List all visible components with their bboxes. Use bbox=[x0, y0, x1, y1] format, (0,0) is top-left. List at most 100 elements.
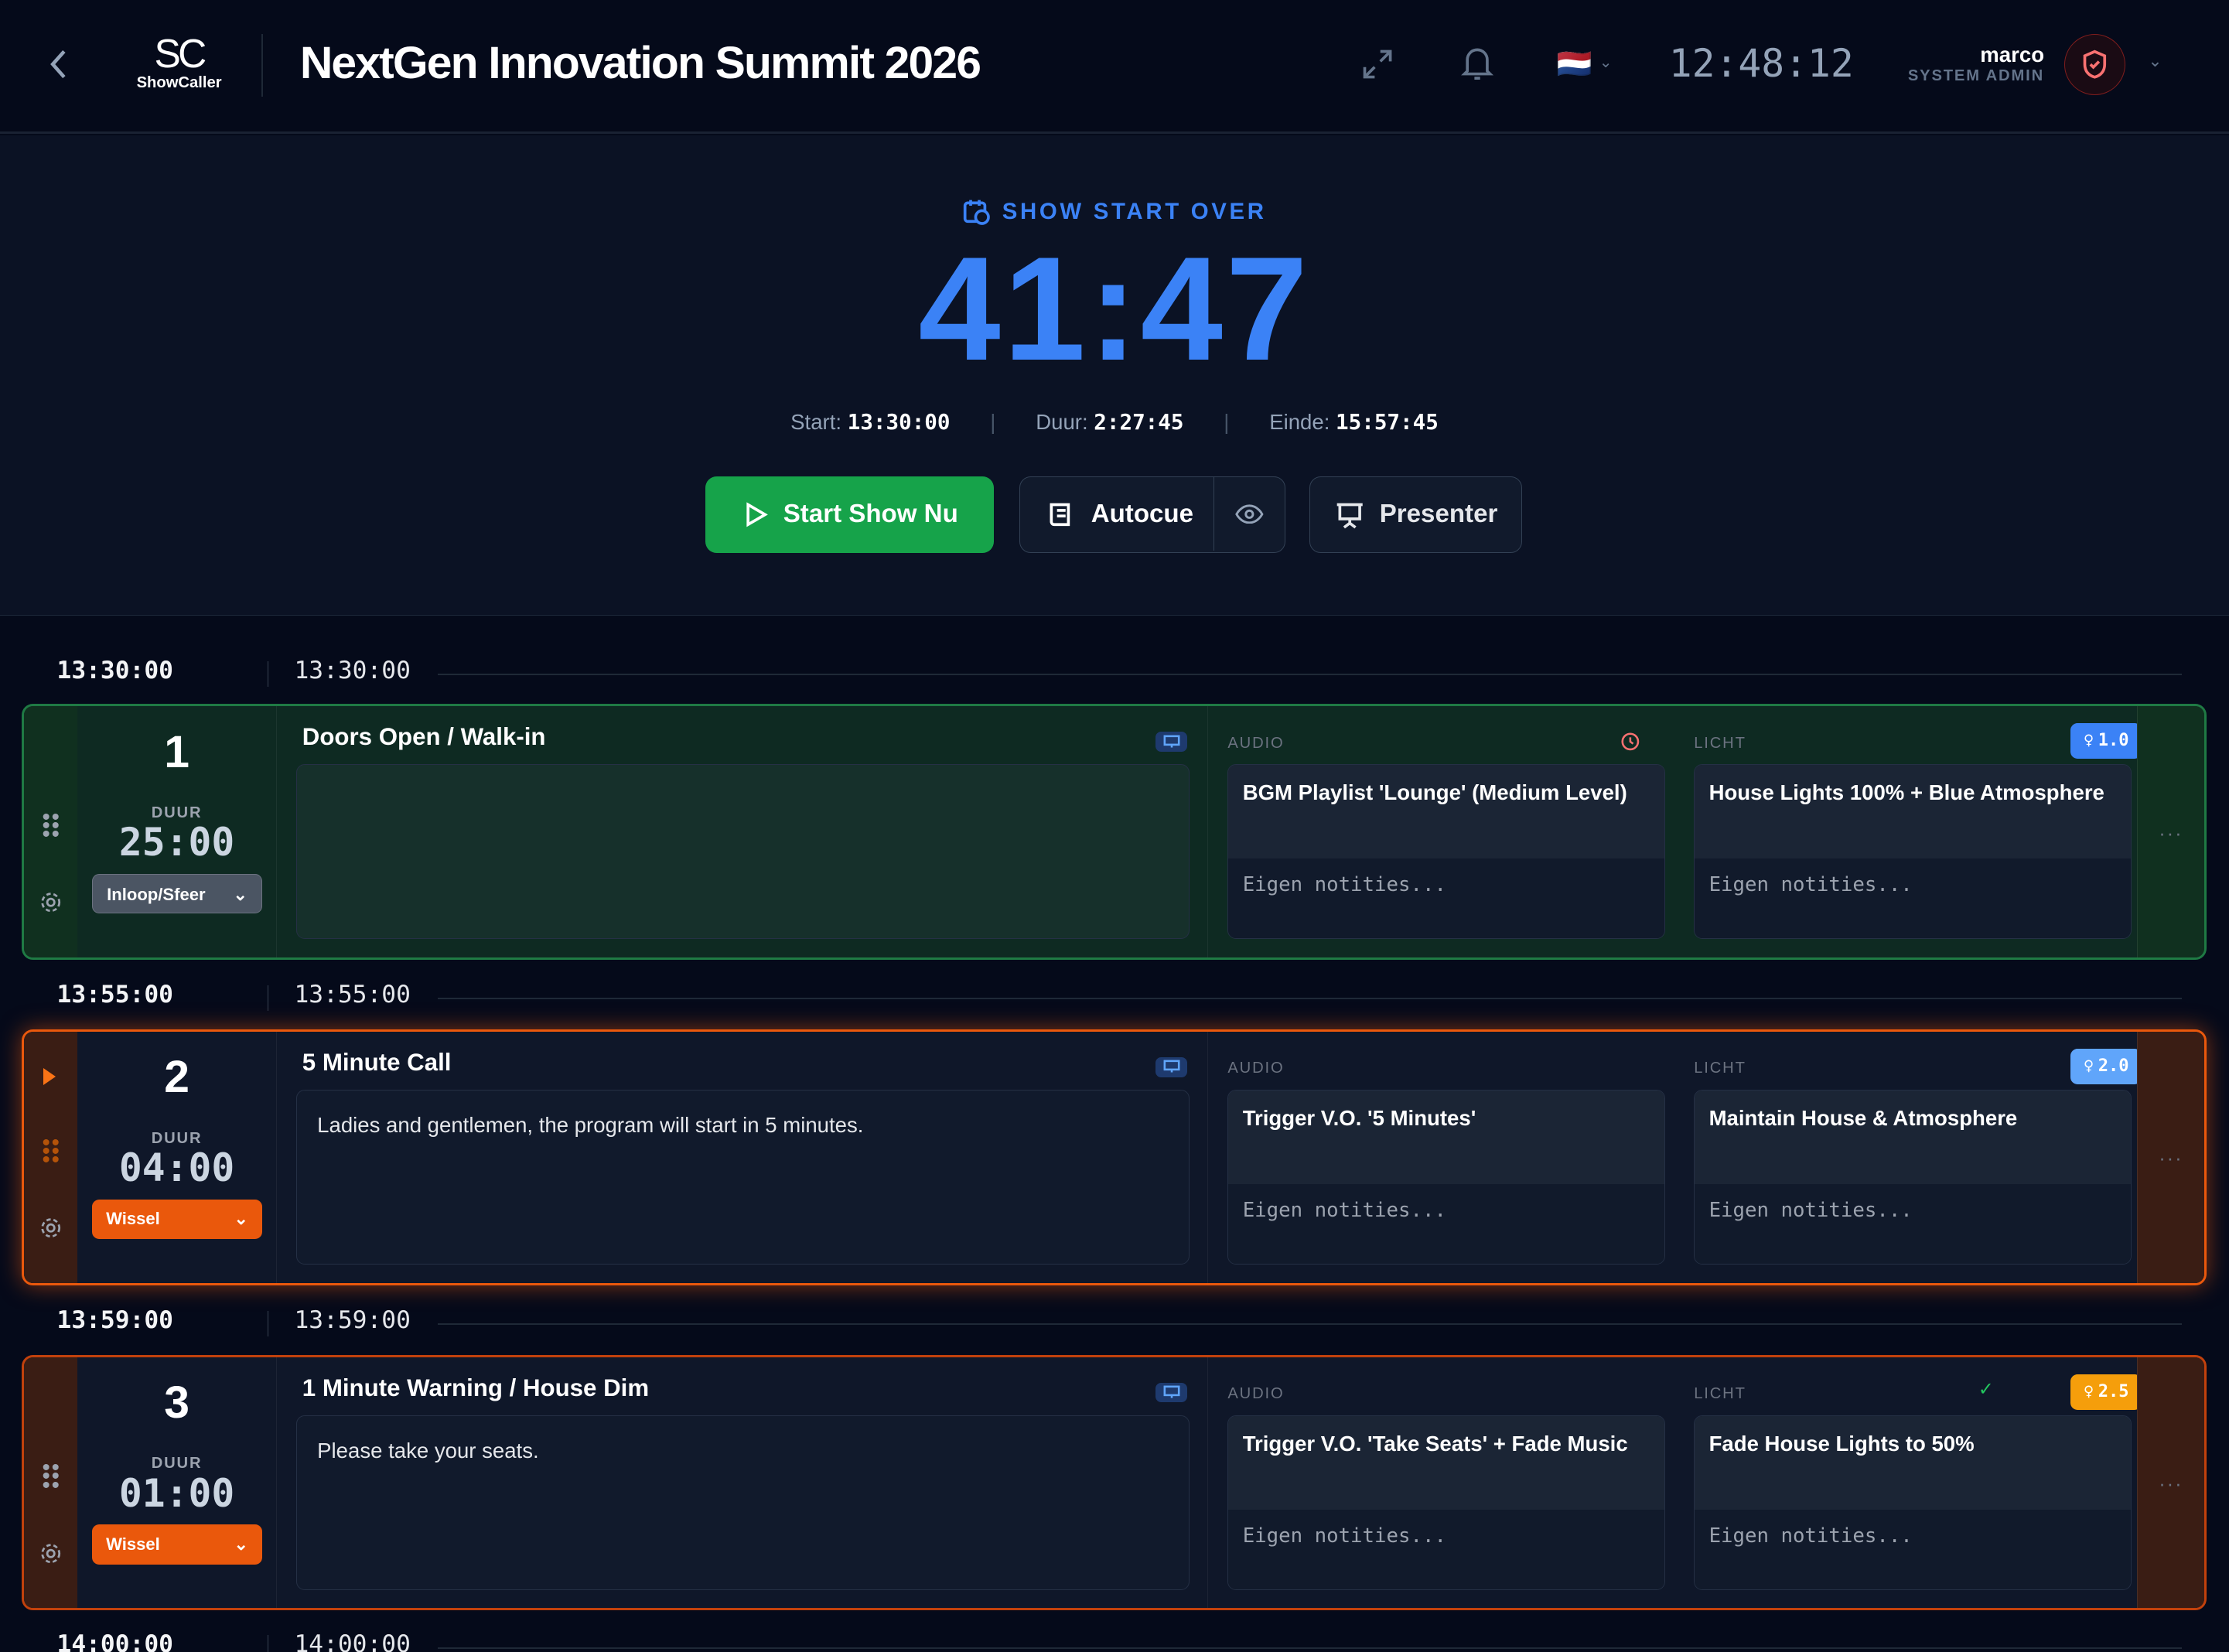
actual-time: 13:55:00 bbox=[294, 981, 411, 1009]
timeline-line bbox=[438, 998, 2183, 1000]
cue-type-select[interactable]: Inloop/Sfeer ⌄ bbox=[91, 873, 263, 914]
drag-handle-icon[interactable]: •• •• •• bbox=[42, 1129, 61, 1172]
more-dots-icon: ··· bbox=[2159, 822, 2183, 845]
logo-mark: SC bbox=[154, 31, 207, 77]
autocue-label: Autocue bbox=[1091, 500, 1194, 529]
light-label: LICHT bbox=[1694, 1385, 1746, 1403]
cue-card[interactable]: •• •• •• 2 DUUR 04:00 Wissel ⌄ 5 Minute Cal… bbox=[21, 1029, 2207, 1285]
fullscreen-icon[interactable] bbox=[1360, 47, 1394, 81]
play-icon bbox=[746, 502, 768, 527]
drag-handle-icon[interactable]: •• •• •• bbox=[42, 804, 61, 847]
cue-card[interactable]: •• •• •• 1 DUUR 25:00 Inloop/Sfeer ⌄ Doors … bbox=[21, 703, 2207, 960]
autocue-preview-button[interactable] bbox=[1213, 476, 1285, 551]
user-menu-chevron-icon[interactable]: ⌄ bbox=[2148, 51, 2162, 71]
presentation-icon bbox=[1336, 503, 1363, 529]
avatar[interactable] bbox=[2063, 34, 2125, 96]
cue-more-button[interactable]: ··· bbox=[2137, 1031, 2204, 1283]
light-notes-input[interactable]: Eigen notities... bbox=[1695, 1184, 2132, 1265]
light-cue-box[interactable]: Fade House Lights to 50% Eigen notities.… bbox=[1694, 1415, 2132, 1591]
audio-cue[interactable]: Trigger V.O. '5 Minutes' bbox=[1228, 1091, 1665, 1185]
cue-script-textarea[interactable] bbox=[296, 764, 1190, 940]
monitor-icon[interactable] bbox=[1155, 731, 1187, 752]
cue-number-panel: 1 DUUR 25:00 Inloop/Sfeer ⌄ bbox=[77, 705, 277, 957]
language-flag-icon[interactable]: 🇳🇱 bbox=[1556, 47, 1592, 80]
cue-title[interactable]: Doors Open / Walk-in bbox=[302, 722, 546, 750]
audio-cue[interactable]: Trigger V.O. 'Take Seats' + Fade Music bbox=[1228, 1415, 1665, 1510]
cue-type-select[interactable]: Wissel ⌄ bbox=[91, 1524, 263, 1565]
audio-panel: AUDIO Trigger V.O. '5 Minutes' Eigen not… bbox=[1208, 1032, 1674, 1283]
time-separator: 13:55:00 13:55:00 bbox=[0, 981, 2229, 1015]
clock-icon[interactable] bbox=[1620, 732, 1640, 752]
audio-label: AUDIO bbox=[1227, 1060, 1285, 1077]
cue-duration[interactable]: 04:00 bbox=[118, 1145, 235, 1190]
timeline-line bbox=[438, 1647, 2183, 1650]
audio-label: AUDIO bbox=[1227, 734, 1285, 752]
autocue-button[interactable]: Autocue bbox=[1019, 476, 1285, 553]
cue-card[interactable]: •• •• •• 3 DUUR 01:00 Wissel ⌄ 1 Minute War… bbox=[21, 1354, 2207, 1611]
light-cue-badge[interactable]: ♀ 2.0 bbox=[2070, 1048, 2142, 1084]
light-panel: LICHT ♀ 1.0 House Lights 100% + Blue Atmo… bbox=[1674, 706, 2142, 957]
chevron-down-icon: ⌄ bbox=[234, 1534, 248, 1555]
scroll-icon bbox=[1050, 503, 1070, 527]
bell-icon[interactable] bbox=[1460, 44, 1494, 84]
gear-icon[interactable] bbox=[39, 1542, 62, 1565]
chevron-down-icon: ⌄ bbox=[234, 1209, 248, 1229]
audio-cue-box[interactable]: BGM Playlist 'Lounge' (Medium Level) Eig… bbox=[1227, 764, 1666, 940]
more-dots-icon: ··· bbox=[2159, 1473, 2183, 1496]
cue-duration[interactable]: 25:00 bbox=[118, 819, 235, 865]
cue-more-button[interactable]: ··· bbox=[2137, 705, 2204, 957]
audio-notes-input[interactable]: Eigen notities... bbox=[1228, 1184, 1665, 1265]
cue-script-textarea[interactable]: Please take your seats. bbox=[296, 1415, 1190, 1591]
cue-content: 1 Minute Warning / House Dim Please take… bbox=[277, 1357, 1208, 1609]
cue-title[interactable]: 5 Minute Call bbox=[302, 1048, 452, 1076]
monitor-icon[interactable] bbox=[1155, 1382, 1187, 1403]
gear-icon[interactable] bbox=[39, 891, 62, 913]
light-notes-input[interactable]: Eigen notities... bbox=[1695, 1510, 2132, 1590]
light-notes-input[interactable]: Eigen notities... bbox=[1695, 858, 2132, 939]
light-cue[interactable]: Maintain House & Atmosphere bbox=[1695, 1091, 2132, 1185]
cue-title[interactable]: 1 Minute Warning / House Dim bbox=[302, 1374, 650, 1401]
language-chevron-icon[interactable]: ⌄ bbox=[1599, 54, 1613, 71]
cue-duration[interactable]: 01:00 bbox=[118, 1470, 235, 1516]
cue-script-textarea[interactable]: Ladies and gentlemen, the program will s… bbox=[296, 1090, 1190, 1265]
time-separator: 14:00:00 14:00:00 bbox=[0, 1630, 2229, 1652]
light-cue-box[interactable]: Maintain House & Atmosphere Eigen notiti… bbox=[1694, 1090, 2132, 1265]
audio-notes-input[interactable]: Eigen notities... bbox=[1228, 1510, 1665, 1590]
audio-cue[interactable]: BGM Playlist 'Lounge' (Medium Level) bbox=[1228, 765, 1665, 859]
cue-handle[interactable]: •• •• •• bbox=[23, 1357, 78, 1609]
divider bbox=[267, 1310, 269, 1336]
planned-time: 13:55:00 bbox=[56, 981, 173, 1009]
light-cue-box[interactable]: House Lights 100% + Blue Atmosphere Eige… bbox=[1694, 764, 2132, 940]
audio-cue-box[interactable]: Trigger V.O. 'Take Seats' + Fade Music E… bbox=[1227, 1415, 1666, 1591]
light-panel: LICHT ♀ 2.0 Maintain House & Atmosphere E… bbox=[1674, 1032, 2142, 1283]
duration-label: Duur: bbox=[1036, 410, 1088, 435]
start-time: 13:30:00 bbox=[847, 409, 951, 435]
time-separator: 13:30:00 13:30:00 bbox=[0, 657, 2229, 691]
start-show-button[interactable]: Start Show Nu bbox=[705, 476, 994, 553]
drag-handle-icon[interactable]: •• •• •• bbox=[42, 1455, 61, 1498]
back-chevron-icon[interactable] bbox=[46, 47, 71, 81]
presenter-button[interactable]: Presenter bbox=[1309, 476, 1523, 553]
cue-type-select[interactable]: Wissel ⌄ bbox=[91, 1199, 263, 1240]
start-label: Start: bbox=[790, 410, 842, 435]
cue-more-button[interactable]: ··· bbox=[2137, 1357, 2204, 1609]
light-cue[interactable]: House Lights 100% + Blue Atmosphere bbox=[1695, 765, 2132, 859]
user-role: SYSTEM ADMIN bbox=[1907, 67, 2045, 85]
lightbulb-icon: ♀ bbox=[2083, 731, 2094, 751]
logo[interactable]: SC ShowCaller bbox=[125, 31, 234, 91]
audio-notes-input[interactable]: Eigen notities... bbox=[1228, 858, 1665, 939]
user-info[interactable]: marco SYSTEM ADMIN bbox=[1891, 43, 2045, 85]
monitor-icon[interactable] bbox=[1155, 1056, 1187, 1077]
gear-icon[interactable] bbox=[39, 1217, 62, 1239]
planned-time: 13:59:00 bbox=[56, 1306, 173, 1335]
audio-cue-box[interactable]: Trigger V.O. '5 Minutes' Eigen notities.… bbox=[1227, 1090, 1666, 1265]
top-bar: SC ShowCaller NextGen Innovation Summit … bbox=[0, 0, 2229, 134]
cue-handle[interactable]: •• •• •• bbox=[23, 705, 78, 957]
cue-number: 3 bbox=[164, 1377, 189, 1428]
light-cue-badge[interactable]: ♀ 1.0 bbox=[2070, 722, 2142, 759]
light-cue[interactable]: Fade House Lights to 50% bbox=[1695, 1415, 2132, 1510]
cue-handle[interactable]: •• •• •• bbox=[23, 1031, 78, 1283]
cue-content: Doors Open / Walk-in bbox=[277, 705, 1208, 957]
light-label: LICHT bbox=[1694, 1060, 1746, 1077]
light-cue-badge[interactable]: ♀ 2.5 bbox=[2070, 1374, 2142, 1410]
